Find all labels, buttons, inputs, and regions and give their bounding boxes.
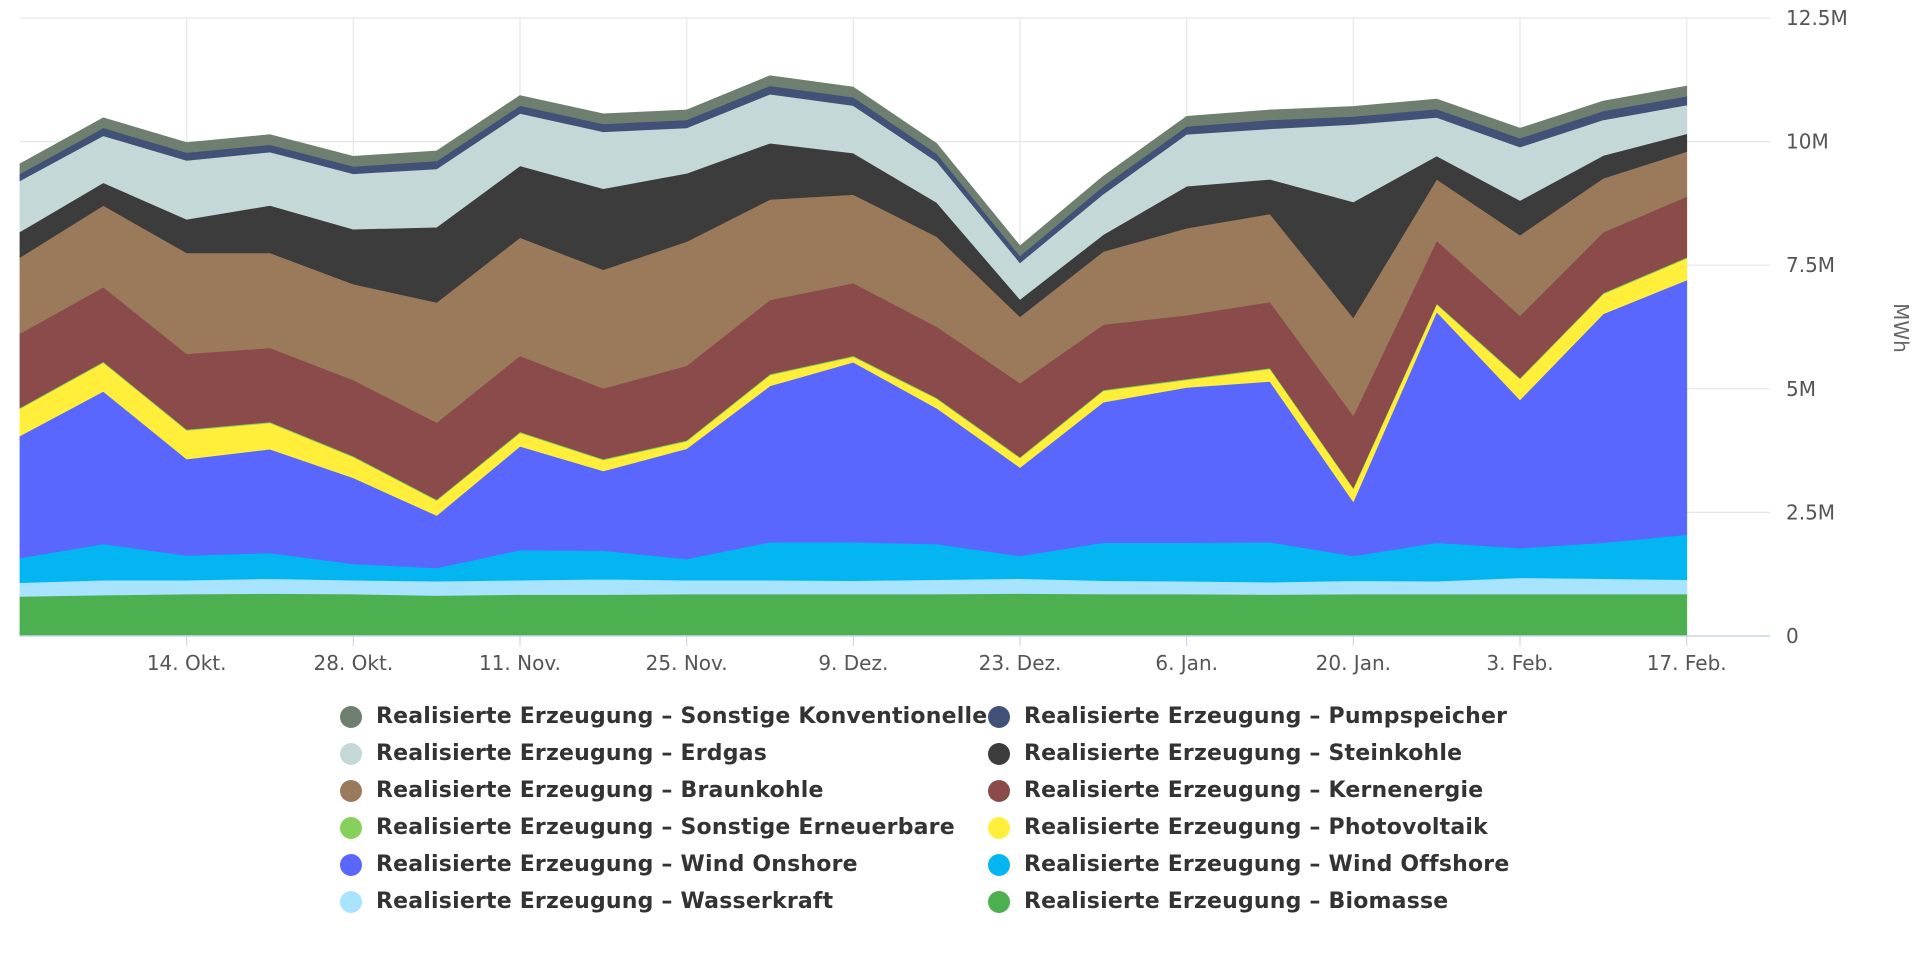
legend-swatch — [340, 779, 362, 802]
x-tick-label: 9. Dez. — [818, 651, 888, 675]
area-series-group — [19, 75, 1688, 637]
y-tick-label: 2.5M — [1786, 500, 1835, 524]
legend-item-wasserkraft[interactable]: Realisierte Erzeugung – Wasserkraft — [340, 887, 988, 916]
legend-item-kernenergie[interactable]: Realisierte Erzeugung – Kernenergie — [988, 776, 1628, 805]
legend-label: Realisierte Erzeugung – Wind Offshore — [1024, 852, 1510, 877]
legend-label: Realisierte Erzeugung – Steinkohle — [1024, 741, 1463, 766]
legend-swatch — [988, 705, 1010, 728]
legend-item-sonstige-erneuerbare[interactable]: Realisierte Erzeugung – Sonstige Erneuer… — [340, 813, 988, 842]
legend-item-sonstige-konventionelle[interactable]: Realisierte Erzeugung – Sonstige Konvent… — [340, 702, 988, 731]
legend-item-pumpspeicher[interactable]: Realisierte Erzeugung – Pumpspeicher — [988, 702, 1628, 731]
y-tick-label: 0 — [1786, 624, 1799, 648]
y-tick-label: 7.5M — [1786, 253, 1835, 277]
area-series-biomasse — [19, 593, 1688, 637]
legend-item-steinkohle[interactable]: Realisierte Erzeugung – Steinkohle — [988, 739, 1628, 768]
x-tick-label: 17. Feb. — [1647, 651, 1727, 675]
x-tick-label: 3. Feb. — [1486, 651, 1553, 675]
legend-label: Realisierte Erzeugung – Braunkohle — [376, 778, 824, 803]
legend-label: Realisierte Erzeugung – Pumpspeicher — [1024, 704, 1508, 729]
legend-item-braunkohle[interactable]: Realisierte Erzeugung – Braunkohle — [340, 776, 988, 805]
legend-swatch — [988, 779, 1010, 802]
axes: 0 2.5M 5M 7.5M 10M 12.5M 14. Okt. 28. Okt. 11. N… — [20, 6, 1848, 675]
area-series-sonstige-konventionelle — [19, 75, 1688, 257]
legend-label: Realisierte Erzeugung – Sonstige Konvent… — [376, 704, 988, 729]
legend-label: Realisierte Erzeugung – Kernenergie — [1024, 778, 1484, 803]
legend-swatch — [988, 853, 1010, 876]
y-tick-label: 10M — [1786, 130, 1829, 154]
stacked-area-chart: 0 2.5M 5M 7.5M 10M 12.5M 14. Okt. 28. Okt. 11. N… — [19, 6, 1913, 675]
x-tick-label: 20. Jan. — [1316, 651, 1391, 675]
legend-label: Realisierte Erzeugung – Erdgas — [376, 741, 768, 766]
y-tick-label: 5M — [1786, 377, 1816, 401]
legend: Realisierte Erzeugung – Sonstige Konvent… — [340, 702, 1640, 916]
legend-swatch — [340, 705, 362, 728]
x-tick-label: 6. Jan. — [1155, 651, 1218, 675]
legend-label: Realisierte Erzeugung – Wind Onshore — [376, 852, 858, 877]
legend-swatch — [340, 742, 362, 765]
legend-item-photovoltaik[interactable]: Realisierte Erzeugung – Photovoltaik — [988, 813, 1628, 842]
x-tick-label: 28. Okt. — [313, 651, 393, 675]
legend-label: Realisierte Erzeugung – Sonstige Erneuer… — [376, 815, 955, 840]
legend-item-wind-offshore[interactable]: Realisierte Erzeugung – Wind Offshore — [988, 850, 1628, 879]
y-tick-label: 12.5M — [1786, 6, 1848, 30]
legend-swatch — [988, 742, 1010, 765]
y-axis-title: MWh — [1889, 303, 1913, 353]
x-tick-label: 23. Dez. — [979, 651, 1062, 675]
legend-swatch — [340, 816, 362, 839]
legend-item-erdgas[interactable]: Realisierte Erzeugung – Erdgas — [340, 739, 988, 768]
legend-item-wind-onshore[interactable]: Realisierte Erzeugung – Wind Onshore — [340, 850, 988, 879]
legend-label: Realisierte Erzeugung – Biomasse — [1024, 889, 1449, 914]
legend-item-biomasse[interactable]: Realisierte Erzeugung – Biomasse — [988, 887, 1628, 916]
legend-swatch — [988, 816, 1010, 839]
x-tick-label: 11. Nov. — [479, 651, 561, 675]
x-tick-label: 14. Okt. — [147, 651, 227, 675]
legend-label: Realisierte Erzeugung – Wasserkraft — [376, 889, 834, 914]
legend-swatch — [988, 890, 1010, 913]
legend-swatch — [340, 853, 362, 876]
legend-swatch — [340, 890, 362, 913]
x-tick-label: 25. Nov. — [646, 651, 728, 675]
legend-label: Realisierte Erzeugung – Photovoltaik — [1024, 815, 1488, 840]
